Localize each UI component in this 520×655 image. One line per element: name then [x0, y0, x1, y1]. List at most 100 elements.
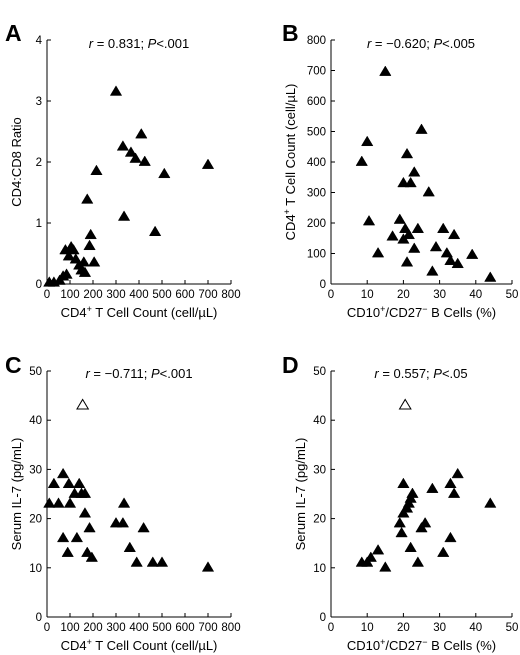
data-point	[70, 531, 84, 543]
data-point	[444, 477, 457, 489]
data-point	[130, 556, 143, 567]
y-axis-label-d: Serum IL-7 (pg/mL)	[293, 438, 308, 551]
panel-letter-a: A	[5, 20, 22, 46]
data-point	[447, 228, 461, 240]
data-point	[447, 487, 461, 498]
x-tick-label-c: 300	[106, 622, 125, 634]
x-tick-label-c: 500	[152, 622, 171, 634]
x-tick-label-a: 600	[175, 289, 194, 301]
x-tick-label-b: 50	[506, 289, 519, 301]
data-point	[84, 228, 97, 240]
stat-annotation-b: r = −0.620; P<.005	[367, 36, 475, 51]
y-tick-label-b: 400	[307, 157, 326, 169]
data-point	[440, 247, 453, 258]
y-tick-label-b: 100	[307, 249, 326, 261]
data-point	[406, 487, 419, 498]
y-axis-label-a: CD4:CD8 Ratio	[9, 117, 24, 207]
data-point	[158, 167, 171, 179]
data-point	[47, 477, 61, 489]
x-axis-label-c: CD4+ T Cell Count (cell/µL)	[61, 637, 218, 653]
data-point	[78, 507, 92, 518]
data-point	[400, 256, 414, 267]
data-point	[400, 147, 414, 159]
y-tick-label-d: 10	[313, 563, 326, 575]
x-axis-label-a: CD4+ T Cell Count (cell/µL)	[61, 304, 218, 320]
data-point	[67, 243, 80, 255]
x-tick-label-d: 30	[433, 622, 446, 634]
data-point	[117, 497, 131, 508]
data-point	[386, 230, 399, 241]
data-point	[77, 256, 90, 267]
data-point	[393, 517, 406, 528]
data-point	[81, 193, 94, 204]
data-point	[148, 225, 162, 236]
y-tick-label-b: 600	[307, 96, 326, 108]
x-tick-label-a: 0	[44, 289, 50, 301]
data-point	[371, 544, 385, 555]
x-tick-label-b: 20	[397, 289, 410, 301]
panel-c: C 0 100 200 300 400 500 600 700 800 0 10 20 30 40 50 CD4…	[5, 352, 241, 653]
data-point	[83, 521, 96, 533]
data-point	[117, 210, 131, 221]
data-point	[402, 228, 415, 240]
x-tick-label-b: 10	[361, 289, 374, 301]
data-point	[88, 256, 101, 267]
panel-b: B0 10 20 30 40 500100200300400500600700800CD1…	[282, 20, 518, 320]
x-tick-label-d: 10	[361, 622, 374, 634]
panel-a: A 0 100 200 300 400 500 600 700 800 0 1 2 3 4 CD4+ T Ce…	[5, 20, 241, 320]
data-point	[146, 556, 159, 567]
x-tick-label-c: 800	[221, 622, 240, 634]
x-tick-label-d: 0	[328, 622, 334, 634]
data-point	[62, 477, 75, 489]
data-point	[418, 517, 432, 528]
data-point	[408, 166, 421, 177]
data-point	[371, 247, 385, 258]
data-point	[451, 467, 464, 479]
data-point	[116, 140, 130, 151]
x-tick-label-c: 200	[83, 622, 102, 634]
data-point	[411, 556, 425, 567]
x-tick-label-a: 400	[129, 289, 148, 301]
stat-annotation-a: r = 0.831; P<.001	[89, 36, 190, 51]
data-point	[397, 233, 410, 244]
open-triangle-point	[398, 398, 412, 410]
data-point	[426, 482, 439, 493]
data-point	[52, 497, 65, 508]
data-point	[355, 155, 368, 166]
data-point	[429, 240, 443, 252]
x-axis-label-b: CD10+/CD27− B Cells (%)	[347, 304, 496, 320]
y-tick-label-c: 10	[29, 563, 42, 575]
y-tick-label-c: 40	[29, 415, 42, 427]
data-point	[62, 250, 75, 261]
y-tick-label-a: 0	[36, 279, 42, 291]
y-tick-label-a: 2	[36, 157, 42, 169]
data-point	[451, 257, 464, 269]
x-tick-label-b: 30	[433, 289, 446, 301]
y-tick-label-a: 3	[36, 96, 42, 108]
data-point	[422, 186, 435, 197]
data-point	[43, 497, 56, 508]
data-point	[83, 239, 96, 251]
x-tick-label-c: 0	[44, 622, 50, 634]
panel-letter-d: D	[282, 352, 299, 378]
data-point	[78, 266, 92, 277]
y-tick-label-d: 20	[313, 514, 326, 526]
data-point	[124, 146, 138, 157]
data-point	[484, 497, 497, 508]
data-point	[362, 214, 376, 226]
data-point	[123, 541, 136, 552]
y-tick-label-a: 4	[36, 35, 43, 47]
x-tick-label-a: 500	[152, 289, 171, 301]
x-tick-label-b: 0	[328, 289, 334, 301]
y-tick-label-c: 20	[29, 514, 42, 526]
data-point	[364, 551, 377, 562]
open-triangle-point	[76, 398, 90, 410]
x-tick-label-a: 700	[198, 289, 217, 301]
data-point	[415, 123, 428, 134]
panel-letter-b: B	[282, 20, 299, 46]
x-tick-label-c: 400	[129, 622, 148, 634]
panel-letter-c: C	[5, 352, 22, 378]
data-point	[361, 135, 374, 147]
data-point	[61, 546, 74, 557]
